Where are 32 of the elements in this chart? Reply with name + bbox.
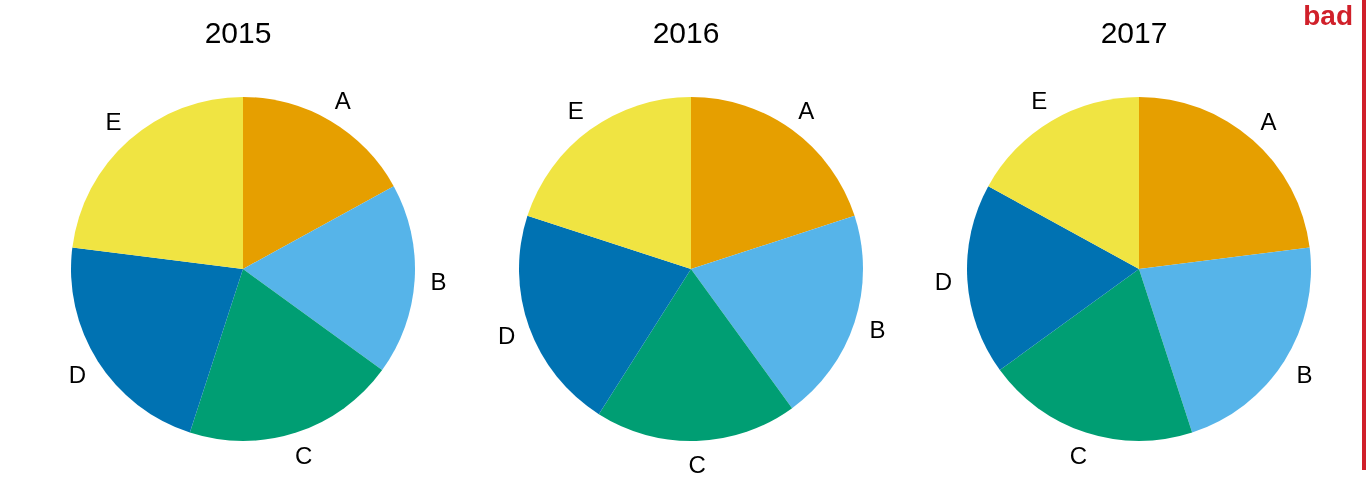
slice-label: C	[688, 451, 706, 479]
pie-slice	[691, 215, 863, 409]
slice-label: C	[1069, 441, 1088, 469]
slice-label: B	[1296, 360, 1313, 388]
pie-slice	[1139, 97, 1310, 269]
pie-slice	[189, 269, 383, 441]
pie-slice	[598, 269, 793, 441]
chart-title: 2015	[203, 15, 273, 51]
slice-label: C	[294, 441, 313, 469]
pie-slice	[72, 97, 243, 269]
slice-label: A	[798, 96, 815, 124]
slice-label: E	[567, 96, 584, 124]
pie-slice	[71, 247, 243, 433]
pie-slice	[243, 186, 415, 371]
slice-label: D	[68, 360, 87, 388]
slice-label: E	[105, 108, 122, 136]
pie-slice	[967, 186, 1139, 371]
chart-title: 2016	[651, 15, 721, 51]
pie-slice	[1139, 247, 1311, 433]
slice-label: D	[497, 321, 516, 349]
slice-label: B	[869, 316, 886, 344]
slice-label: D	[934, 267, 953, 295]
chart-title: 2017	[1100, 16, 1168, 49]
pie-slice	[519, 215, 691, 415]
text: bad	[1303, 0, 1353, 32]
slice-label: E	[1031, 86, 1048, 114]
slice-label: A	[334, 86, 351, 114]
pie-slice	[999, 269, 1193, 441]
pie-slice	[527, 97, 691, 269]
slice-label: A	[1260, 108, 1277, 136]
pie-slice	[691, 97, 855, 269]
slice-label: B	[430, 267, 447, 295]
